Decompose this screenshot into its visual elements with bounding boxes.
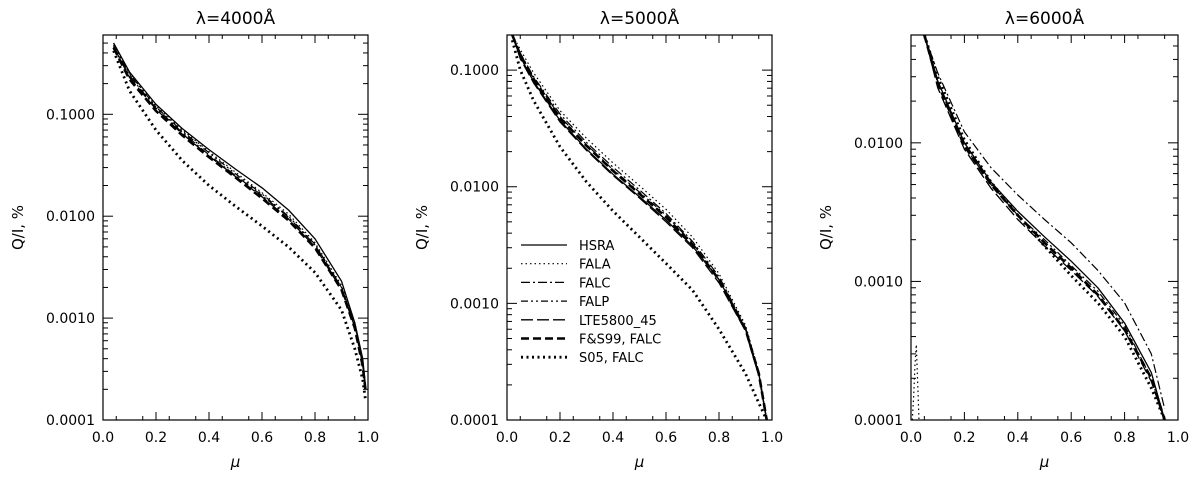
x-tick-label: 1.0	[1167, 430, 1189, 446]
x-tick-label: 0.0	[496, 430, 518, 446]
x-tick-label: 0.8	[304, 430, 326, 446]
legend-label: S05, FALC	[579, 351, 644, 366]
y-tick-label: 0.0100	[450, 180, 499, 196]
x-tick-label: 0.8	[1113, 430, 1135, 446]
series-line-fala	[911, 344, 920, 420]
y-axis-label: Q/I, %	[817, 205, 835, 250]
x-axis-label: μ	[634, 453, 645, 471]
x-axis-label: μ	[230, 453, 241, 471]
y-axis-label: Q/I, %	[9, 205, 27, 250]
series-line-falc	[113, 45, 366, 390]
x-tick-label: 0.2	[549, 430, 571, 446]
x-tick-label: 0.8	[708, 430, 730, 446]
legend-label: HSRA	[579, 239, 615, 254]
x-tick-label: 0.4	[1007, 430, 1029, 446]
series-line-s05-falc	[510, 39, 768, 420]
series-line-lte5800-45	[923, 35, 1166, 420]
y-tick-label: 0.1000	[46, 107, 95, 123]
legend-label: F&S99, FALC	[579, 333, 661, 348]
legend-label: FALP	[579, 295, 609, 310]
y-tick-label: 0.0001	[854, 413, 903, 429]
plot-frame-1	[102, 34, 369, 421]
series-line-falc	[923, 35, 1166, 410]
y-tick-label: 0.0010	[450, 296, 499, 312]
legend-label: FALA	[579, 258, 611, 273]
x-tick-label: 1.0	[357, 430, 379, 446]
legend-label: LTE5800_45	[579, 314, 657, 329]
x-tick-label: 0.2	[145, 430, 167, 446]
y-tick-label: 0.0100	[46, 209, 95, 225]
series-line-f-s99-falc	[112, 47, 367, 390]
x-tick-label: 0.4	[602, 430, 624, 446]
x-axis-label: μ	[1039, 453, 1050, 471]
series-line-lte5800-45	[511, 35, 768, 420]
series-line-s05-falc	[112, 50, 367, 400]
y-axis-label: Q/I, %	[413, 205, 431, 250]
x-tick-label: 0.0	[900, 430, 922, 446]
y-tick-label: 0.1000	[450, 63, 499, 79]
chart-title-2: λ=5000Å	[600, 7, 680, 29]
series-line-f-s99-falc	[511, 35, 768, 420]
chart-title-1: λ=4000Å	[196, 7, 276, 29]
x-tick-label: 0.2	[953, 430, 975, 446]
y-tick-label: 0.0010	[46, 311, 95, 327]
x-tick-label: 1.0	[761, 430, 783, 446]
series-line-hsra	[113, 42, 367, 386]
y-tick-label: 0.0001	[450, 413, 499, 429]
y-tick-label: 0.0001	[46, 413, 95, 429]
series-line-falp	[113, 42, 366, 390]
legend-label: FALC	[579, 276, 611, 291]
series-line-fala	[113, 44, 366, 390]
plot-frame-2	[506, 34, 773, 421]
series-line-falp	[923, 35, 1166, 420]
series-line-hsra	[923, 35, 1166, 420]
x-tick-label: 0.6	[251, 430, 273, 446]
y-tick-label: 0.0100	[854, 136, 903, 152]
x-tick-label: 0.0	[92, 430, 114, 446]
series-line-fala	[511, 35, 768, 420]
series-line-s05-falc	[923, 35, 1166, 420]
y-tick-label: 0.0010	[854, 274, 903, 290]
chart-title-3: λ=6000Å	[1005, 7, 1085, 29]
x-tick-label: 0.6	[1060, 430, 1082, 446]
series-line-f-s99-falc	[923, 35, 1166, 420]
x-tick-label: 0.4	[198, 430, 220, 446]
plot-frame-3	[910, 34, 1179, 421]
x-tick-label: 0.6	[655, 430, 677, 446]
